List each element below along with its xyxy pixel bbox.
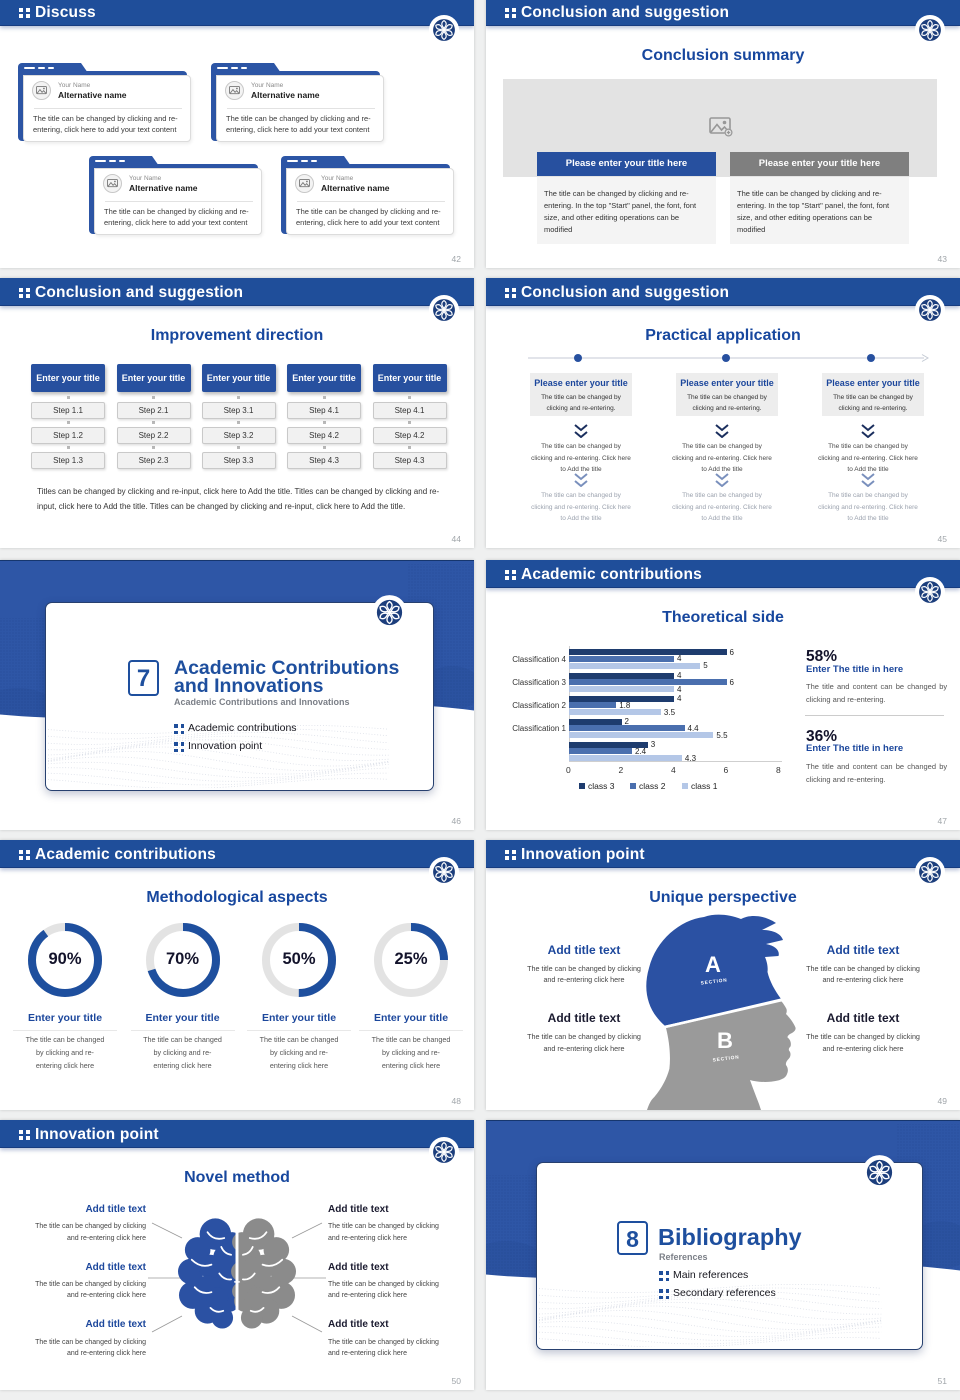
svg-text:A: A [705, 952, 721, 977]
svg-text:B: B [717, 1028, 733, 1053]
svg-text:SECTION: SECTION [712, 1054, 739, 1063]
svg-text:SECTION: SECTION [700, 977, 727, 986]
